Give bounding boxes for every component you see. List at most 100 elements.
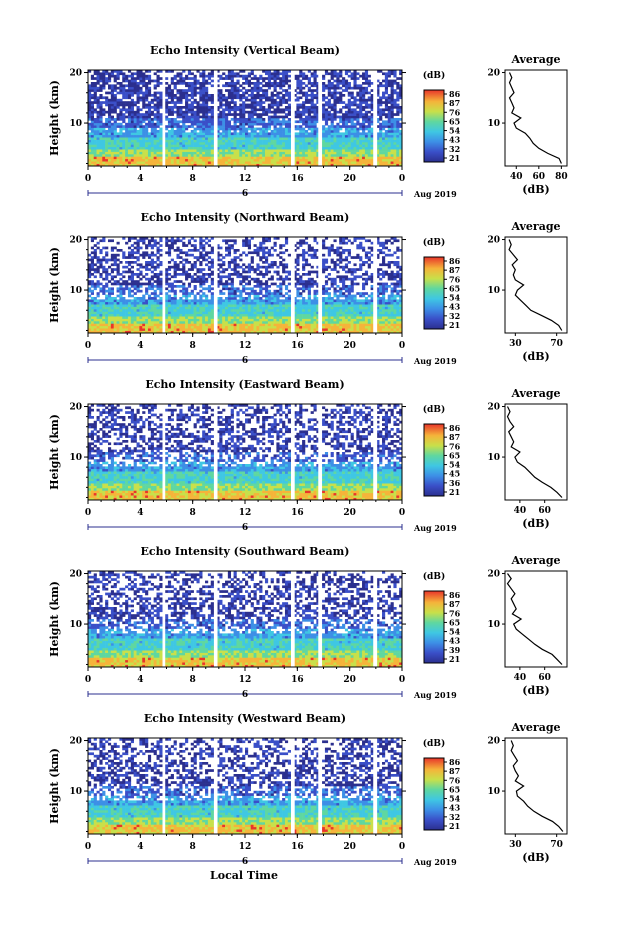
heatmap-cell (339, 139, 343, 143)
heatmap-cell (119, 321, 123, 324)
heatmap-cell (107, 91, 112, 95)
heatmap-cell (207, 134, 212, 138)
heatmap-cell (210, 323, 214, 327)
heatmap-cell (230, 316, 234, 319)
heatmap-cell (273, 158, 277, 162)
heatmap-cell (282, 139, 286, 143)
heatmap-cell (127, 137, 132, 140)
heatmap-cell (353, 330, 357, 334)
heatmap-cell (327, 156, 331, 160)
heatmap-cell (179, 328, 183, 331)
heatmap-cell (247, 325, 251, 329)
heatmap-cell (239, 98, 243, 102)
heatmap-cell (150, 313, 154, 317)
heatmap-cell (316, 82, 320, 85)
heatmap-cell (264, 89, 269, 92)
heatmap-cell (179, 321, 183, 324)
heatmap-cell (107, 325, 112, 329)
heatmap-cell (322, 154, 326, 157)
heatmap-cell (205, 127, 209, 131)
heatmap-cell (304, 311, 309, 315)
heatmap-cell (322, 134, 326, 138)
heatmap-cell (242, 151, 246, 155)
heatmap-cell (153, 108, 157, 112)
heatmap-cell (256, 311, 260, 315)
heatmap-cell (133, 156, 137, 160)
heatmap-cell (307, 313, 311, 317)
heatmap-cell (205, 74, 209, 78)
heatmap-cell (170, 110, 174, 114)
heatmap-cell (105, 101, 109, 104)
heatmap-cell (270, 301, 274, 305)
heatmap-cell (227, 144, 232, 148)
heatmap-cell (96, 149, 100, 152)
heatmap-cell (282, 151, 286, 155)
heatmap-cell (362, 146, 366, 150)
colorbar-unit: (dB) (423, 70, 445, 81)
heatmap-cell (333, 113, 337, 116)
heatmap-cell (387, 321, 391, 324)
heatmap-cell (225, 118, 229, 121)
heatmap-cell (90, 94, 94, 97)
heatmap-cell (153, 144, 157, 148)
heatmap-cell (105, 139, 109, 143)
heatmap-cell (299, 306, 303, 310)
heatmap-cell (356, 113, 360, 116)
heatmap-cell (205, 321, 209, 324)
heatmap-cell (225, 125, 229, 128)
heatmap-cell (384, 120, 389, 124)
heatmap-cell (379, 325, 383, 329)
heatmap-cell (185, 151, 189, 155)
heatmap-cell (110, 86, 114, 90)
heatmap-cell (362, 161, 366, 164)
heatmap-cell (165, 94, 169, 97)
heatmap-cell (239, 330, 243, 334)
heatmap-cell (350, 86, 354, 90)
heatmap-cell (196, 101, 200, 104)
heatmap-cell (182, 79, 186, 83)
heatmap-cell (190, 146, 194, 150)
heatmap-cell (307, 132, 311, 136)
heatmap-cell (342, 144, 346, 148)
heatmap-cell (142, 142, 146, 145)
heatmap-cell (110, 130, 114, 133)
heatmap-cell (333, 330, 337, 334)
heatmap-cell (390, 321, 394, 324)
heatmap-cell (282, 108, 286, 112)
heatmap-cell (185, 330, 189, 334)
heatmap-cell (210, 106, 214, 109)
heatmap-cell (322, 108, 326, 112)
heatmap-cell (384, 91, 389, 95)
heatmap-cell (359, 74, 363, 78)
heatmap-cell (396, 84, 400, 88)
heatmap-cell (339, 158, 343, 162)
heatmap-cell (227, 103, 232, 107)
heatmap-cell (253, 316, 257, 319)
heatmap-cell (399, 118, 403, 121)
heatmap-cell (187, 110, 192, 114)
heatmap-cell (136, 118, 140, 121)
heatmap-cell (324, 70, 329, 73)
heatmap-cell (210, 72, 214, 76)
heatmap-cell (99, 118, 103, 121)
heatmap-cell (350, 325, 354, 329)
heatmap-cell (159, 149, 163, 152)
heatmap-cell (336, 72, 340, 76)
heatmap-cell (130, 91, 134, 95)
heatmap-cell (327, 137, 331, 140)
heatmap-cell (205, 156, 209, 160)
heatmap-cell (284, 139, 289, 143)
heatmap-cell (125, 84, 129, 88)
heatmap-cell (270, 309, 274, 312)
heatmap-cell (367, 316, 371, 319)
heatmap-cell (170, 149, 174, 152)
heatmap-cell (96, 321, 100, 324)
heatmap-cell (236, 125, 240, 128)
heatmap-cell (276, 318, 280, 322)
heatmap-cell (190, 101, 194, 104)
heatmap-cell (336, 156, 340, 160)
heatmap-cell (330, 154, 334, 157)
heatmap-cell (153, 142, 157, 145)
heatmap-cell (202, 127, 206, 131)
heatmap-cell (242, 142, 246, 145)
